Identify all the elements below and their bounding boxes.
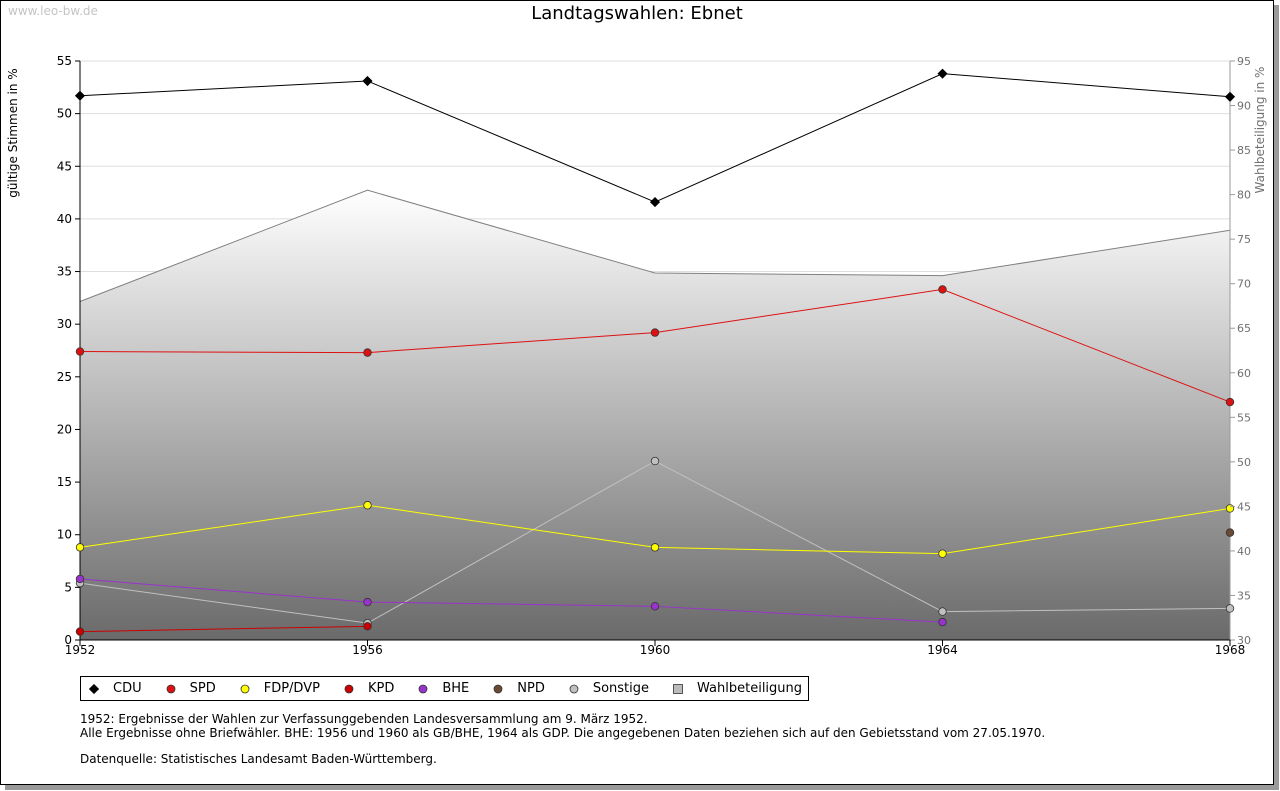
y2-tick-label: 30 <box>1237 634 1251 647</box>
data-point-cdu <box>74 90 86 101</box>
data-point-cdu <box>649 196 661 208</box>
y-axis-label-right: Wahlbeteiligung in % <box>1253 66 1267 194</box>
y-axis-label-left: gültige Stimmen in % <box>6 68 20 198</box>
watermark: www.leo-bw.de <box>8 4 98 18</box>
y-tick-label: 30 <box>57 317 72 331</box>
legend-marker-wahlbeteiligung <box>673 683 683 694</box>
y2-tick-label: 55 <box>1237 411 1251 424</box>
chart-notes: 1952: Ergebnisse der Wahlen zur Verfassu… <box>80 712 1045 766</box>
data-point-sonstige <box>938 607 947 616</box>
data-point-spd <box>75 347 85 356</box>
legend-label-bhe: BHE <box>442 681 470 696</box>
x-tick-label: 1956 <box>352 643 383 657</box>
legend-item-npd: NPD <box>493 681 545 696</box>
legend-item-bhe: BHE <box>418 681 469 696</box>
note-line-2: Alle Ergebnisse ohne Briefwähler. BHE: 1… <box>80 726 1046 740</box>
y2-tick-label: 40 <box>1237 545 1251 558</box>
data-point-kpd <box>363 622 372 631</box>
y2-tick-label: 85 <box>1237 144 1251 157</box>
legend-label-sonstige: Sonstige <box>592 681 650 696</box>
y-tick-label: 55 <box>57 54 72 68</box>
legend-marker-cdu <box>89 683 99 694</box>
y2-tick-label: 70 <box>1237 278 1251 291</box>
legend-item-kpd: KPD <box>344 681 394 696</box>
legend-label-fdp-dvp: FDP/DVP <box>263 681 320 696</box>
legend-label-spd: SPD <box>189 681 216 696</box>
legend-label-cdu: CDU <box>113 681 142 696</box>
y-tick-label: 20 <box>57 422 72 436</box>
chart-title: Landtagswahlen: Ebnet <box>531 3 743 24</box>
data-point-spd <box>650 328 660 337</box>
y-tick-label: 5 <box>64 580 72 594</box>
y-tick-label: 35 <box>57 265 72 279</box>
note-line-1: 1952: Ergebnisse der Wahlen zur Verfassu… <box>80 712 648 726</box>
y2-tick-label: 95 <box>1237 55 1251 68</box>
series-line-cdu <box>79 73 1231 203</box>
legend-item-wahlbeteiligung: Wahlbeteiligung <box>673 681 802 696</box>
data-point-bhe <box>75 574 85 584</box>
x-tick-label: 1952 <box>65 643 96 657</box>
series-line-bhe <box>79 578 943 623</box>
data-point-kpd <box>75 627 85 636</box>
turnout-line <box>79 189 1231 302</box>
y2-tick-label: 90 <box>1237 100 1251 113</box>
data-point-cdu <box>362 75 373 87</box>
legend-marker-fdp-dvp <box>240 684 250 693</box>
data-point-sonstige <box>650 456 660 466</box>
y2-tick-label: 80 <box>1237 189 1251 202</box>
legend-item-spd: SPD <box>166 681 216 696</box>
legend-marker-bhe <box>418 684 428 693</box>
data-point-spd <box>938 285 947 294</box>
y-tick-label: 40 <box>57 212 72 226</box>
data-point-bhe <box>363 597 372 607</box>
data-point-fdp-dvp <box>363 501 372 510</box>
data-point-fdp-dvp <box>650 543 660 552</box>
y-tick-label: 25 <box>57 370 72 384</box>
data-point-fdp-dvp <box>75 543 85 552</box>
legend-item-cdu: CDU <box>89 681 142 696</box>
data-point-cdu <box>937 68 948 79</box>
y2-tick-label: 75 <box>1237 233 1251 246</box>
data-point-spd <box>1225 397 1235 407</box>
y2-tick-label: 60 <box>1237 367 1251 380</box>
data-point-fdp-dvp <box>1225 504 1235 513</box>
y2-tick-label: 50 <box>1237 456 1251 469</box>
series-line-kpd <box>79 625 368 633</box>
y-tick-label: 15 <box>57 475 72 489</box>
y2-tick-label: 35 <box>1237 589 1251 602</box>
y-tick-label: 45 <box>57 159 72 173</box>
turnout-area <box>80 190 1230 640</box>
x-tick-label: 1960 <box>640 643 671 657</box>
chart-legend: CDU SPD FDP/DVP KPD BHE NPD Sonstige Wahlbeteil… <box>80 676 810 701</box>
y-tick-label: 10 <box>57 528 72 542</box>
legend-marker-sonstige <box>569 684 579 693</box>
legend-item-sonstige: Sonstige <box>569 681 649 696</box>
data-source: Datenquelle: Statistisches Landesamt Bad… <box>80 752 437 766</box>
y2-tick-label: 65 <box>1237 322 1251 335</box>
data-point-sonstige <box>1225 604 1235 613</box>
data-point-cdu <box>1224 91 1236 102</box>
data-point-bhe <box>650 602 660 611</box>
data-point-fdp-dvp <box>938 549 947 558</box>
legend-marker-kpd <box>344 684 354 693</box>
x-tick-label: 1968 <box>1215 643 1246 657</box>
legend-item-fdp-dvp: FDP/DVP <box>240 681 320 696</box>
chart-plot: 0 5 10 15 20 25 30 35 40 45 50 55 30 35 40 45 50 55 60 65 70… <box>57 54 1251 657</box>
x-tick-label: 1964 <box>927 643 958 657</box>
y-tick-label: 0 <box>64 633 72 647</box>
y2-tick-label: 45 <box>1237 500 1251 513</box>
data-point-npd <box>1225 528 1235 537</box>
legend-label-npd: NPD <box>517 681 545 696</box>
legend-label-kpd: KPD <box>367 681 395 696</box>
data-point-bhe <box>938 617 947 627</box>
legend-label-wahlbeteiligung: Wahlbeteiligung <box>697 681 803 696</box>
legend-marker-spd <box>166 684 176 693</box>
y-tick-label: 50 <box>57 107 72 121</box>
data-point-spd <box>363 348 372 357</box>
legend-marker-npd <box>493 684 503 693</box>
